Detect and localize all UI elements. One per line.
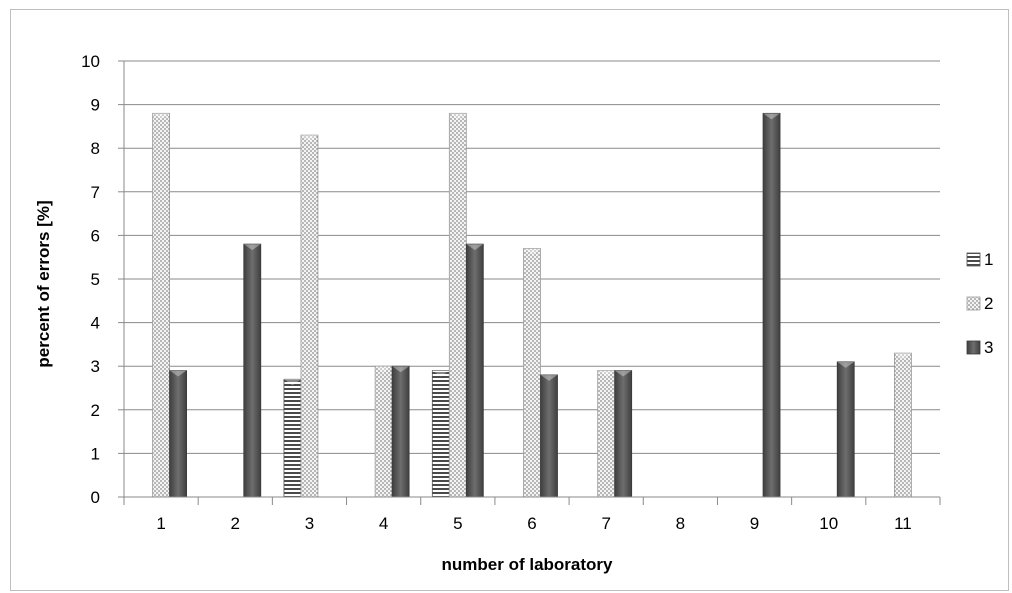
legend: 1 2 3 xyxy=(966,250,993,357)
bar xyxy=(523,248,541,498)
bar-cap xyxy=(449,113,467,120)
bar-series-2-lab-4 xyxy=(374,365,393,498)
legend-swatch xyxy=(966,252,981,267)
y-tick-label: 4 xyxy=(91,314,100,333)
bar-series-2-lab-7 xyxy=(597,370,616,498)
bar xyxy=(431,370,450,498)
bar xyxy=(391,365,410,498)
legend-label: 3 xyxy=(984,338,993,357)
bar-series-2-lab-3 xyxy=(300,134,319,498)
y-tick-label: 5 xyxy=(91,270,100,289)
bar-series-3-lab-5 xyxy=(465,243,484,498)
y-tick-label: 8 xyxy=(91,139,100,158)
bar-cap xyxy=(763,113,781,120)
bar-cap xyxy=(837,361,855,368)
y-tick-label: 0 xyxy=(91,488,100,507)
bar-series-1-lab-3 xyxy=(283,378,302,498)
bars xyxy=(152,112,912,498)
bar xyxy=(540,374,558,498)
bar-series-3-lab-9 xyxy=(762,112,781,498)
bar-series-2-lab-6 xyxy=(523,248,541,498)
legend-swatch xyxy=(966,340,981,355)
bar-series-2-lab-5 xyxy=(448,112,467,498)
bar-series-3-lab-1 xyxy=(169,370,187,498)
bar-series-3-lab-6 xyxy=(540,374,558,498)
bar-cap xyxy=(300,135,318,142)
x-tick-label: 7 xyxy=(601,514,610,533)
y-tick-label: 7 xyxy=(91,183,100,202)
legend-item-2: 2 xyxy=(966,294,993,313)
bar xyxy=(448,112,467,498)
bar-cap xyxy=(597,370,615,377)
bar xyxy=(169,370,187,498)
y-axis-title: percent of errors [%] xyxy=(34,200,53,367)
x-tick-label: 9 xyxy=(750,514,759,533)
bar-cap xyxy=(540,374,558,381)
x-tick-label: 11 xyxy=(894,514,912,533)
bar-cap xyxy=(243,244,261,251)
x-tick-label: 2 xyxy=(231,514,240,533)
bar-cap xyxy=(169,370,187,377)
legend-item-3: 3 xyxy=(966,338,993,357)
axes xyxy=(118,60,941,505)
bar-series-3-lab-10 xyxy=(836,361,855,498)
legend-item-1: 1 xyxy=(966,250,993,269)
bar-cap xyxy=(432,370,450,377)
x-tick-label: 8 xyxy=(676,514,685,533)
y-tick-label: 6 xyxy=(91,226,100,245)
bar-cap xyxy=(375,366,393,373)
tick-labels: 0 1 2 3 4 5 6 7 8 9 10 1 2 3 4 5 6 7 8 9 10 11 xyxy=(81,52,912,533)
bar-series-3-lab-7 xyxy=(614,370,633,498)
bar xyxy=(243,243,262,498)
bar-cap xyxy=(392,366,410,373)
x-tick-label: 3 xyxy=(305,514,314,533)
x-tick-label: 10 xyxy=(819,514,838,533)
legend-label: 1 xyxy=(984,250,993,269)
y-tick-label: 3 xyxy=(91,357,100,376)
bar xyxy=(836,361,855,498)
bar xyxy=(894,352,912,498)
bar-series-2-lab-1 xyxy=(152,112,170,498)
bar xyxy=(300,134,319,498)
bar xyxy=(465,243,484,498)
x-tick-label: 6 xyxy=(527,514,536,533)
bar-cap xyxy=(523,248,541,255)
bar-cap xyxy=(152,113,170,120)
x-tick-label: 1 xyxy=(156,514,165,533)
legend-swatch xyxy=(966,296,981,311)
bar xyxy=(614,370,633,498)
bar-cap xyxy=(466,244,484,251)
bar-series-1-lab-5 xyxy=(431,370,450,498)
bar xyxy=(283,378,302,498)
legend-label: 2 xyxy=(984,294,993,313)
bar-series-3-lab-2 xyxy=(243,243,262,498)
bar xyxy=(597,370,616,498)
bar-cap xyxy=(894,353,912,360)
y-tick-label: 1 xyxy=(91,444,100,463)
y-tick-label: 2 xyxy=(91,401,100,420)
bar-series-3-lab-4 xyxy=(391,365,410,498)
bar-series-2-lab-11 xyxy=(894,352,912,498)
x-axis-title: number of laboratory xyxy=(442,555,614,574)
x-tick-label: 5 xyxy=(453,514,462,533)
bar xyxy=(374,365,393,498)
bar xyxy=(762,112,781,498)
bar-cap xyxy=(614,370,632,377)
y-tick-label: 10 xyxy=(81,52,100,71)
bar-cap xyxy=(283,379,301,386)
y-tick-label: 9 xyxy=(91,96,100,115)
x-tick-label: 4 xyxy=(379,514,388,533)
bar xyxy=(152,112,170,498)
